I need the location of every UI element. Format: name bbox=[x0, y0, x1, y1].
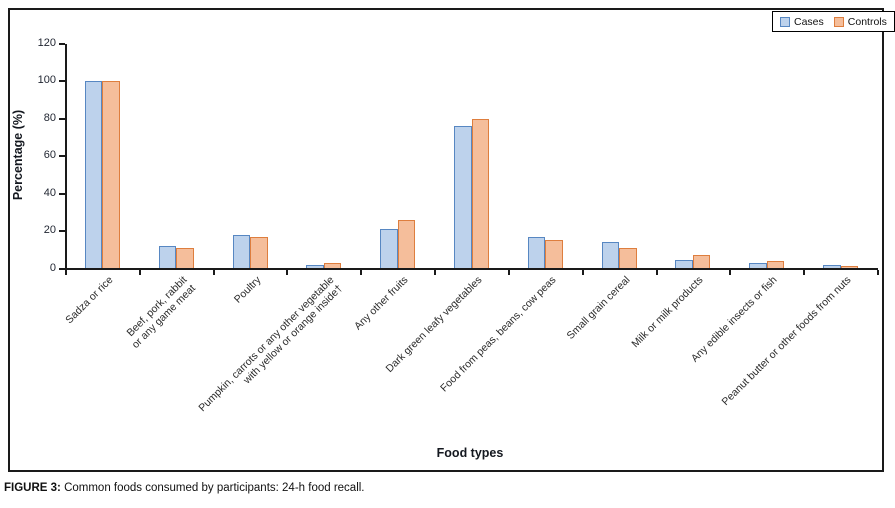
bar-cases-2 bbox=[232, 234, 251, 269]
bar-controls-2 bbox=[250, 236, 268, 269]
y-axis-line bbox=[64, 44, 67, 270]
legend-label-cases: Cases bbox=[794, 15, 824, 28]
bar-controls-10 bbox=[840, 265, 859, 269]
x-axis-tick bbox=[65, 269, 67, 275]
legend-item-controls: Controls bbox=[833, 15, 887, 28]
x-axis-title: Food types bbox=[436, 446, 504, 460]
bar-controls-8 bbox=[692, 255, 711, 269]
bar-controls-0 bbox=[102, 81, 120, 269]
y-axis-tick bbox=[58, 192, 65, 195]
y-axis-tick-label: 60 bbox=[43, 149, 56, 162]
bar-cases-9 bbox=[749, 262, 767, 269]
x-axis-tick bbox=[507, 269, 510, 275]
bar-cases-6 bbox=[527, 236, 546, 269]
bar-cases-1 bbox=[158, 246, 177, 269]
chart-legend: Cases Controls bbox=[772, 11, 895, 32]
x-axis-tick bbox=[729, 269, 732, 275]
y-axis-tick bbox=[58, 43, 65, 45]
x-axis-tick bbox=[360, 269, 363, 275]
legend-item-cases: Cases bbox=[780, 16, 824, 28]
bar-cases-10 bbox=[823, 264, 841, 269]
y-axis-tick bbox=[58, 80, 65, 83]
x-axis-tick bbox=[138, 269, 141, 275]
figure-caption: FIGURE 3: Common foods consumed by parti… bbox=[4, 482, 365, 494]
bar-controls-7 bbox=[619, 247, 637, 269]
y-axis-tick bbox=[58, 230, 65, 233]
figure-caption-text: Common foods consumed by participants: 2… bbox=[60, 482, 365, 494]
bar-controls-6 bbox=[545, 239, 563, 269]
x-axis-tick bbox=[803, 269, 806, 275]
y-axis-tick bbox=[58, 117, 65, 120]
y-axis-tick-label: 20 bbox=[43, 224, 56, 237]
figure-caption-label: FIGURE 3: bbox=[4, 482, 61, 494]
x-axis-tick bbox=[877, 269, 879, 275]
bar-controls-9 bbox=[766, 261, 785, 269]
legend-label-controls: Controls bbox=[847, 15, 887, 28]
y-axis-tick-label: 80 bbox=[43, 111, 56, 124]
bar-controls-5 bbox=[471, 118, 489, 269]
x-axis-tick bbox=[212, 269, 215, 275]
cases-swatch-icon bbox=[780, 16, 790, 27]
bar-cases-8 bbox=[675, 260, 693, 269]
x-axis-line bbox=[64, 268, 878, 270]
figure-border-box bbox=[8, 8, 884, 472]
x-axis-tick bbox=[581, 269, 584, 275]
bar-cases-4 bbox=[380, 229, 398, 269]
controls-swatch-icon bbox=[833, 16, 844, 27]
y-axis-tick-label: 120 bbox=[37, 37, 56, 49]
y-axis-tick-label: 100 bbox=[37, 74, 56, 87]
bar-controls-1 bbox=[176, 247, 194, 269]
bar-controls-4 bbox=[397, 219, 416, 269]
y-axis-tick-label: 0 bbox=[49, 261, 56, 274]
x-axis-tick bbox=[286, 269, 289, 275]
bar-cases-7 bbox=[601, 242, 620, 269]
y-axis-tick-label: 40 bbox=[43, 186, 56, 199]
bar-controls-3 bbox=[323, 262, 342, 269]
bar-cases-0 bbox=[84, 81, 103, 269]
y-axis-tick bbox=[58, 267, 65, 270]
x-axis-tick bbox=[434, 269, 437, 275]
bar-cases-5 bbox=[454, 126, 472, 269]
x-axis-tick bbox=[655, 269, 658, 275]
y-axis-tick bbox=[58, 155, 65, 158]
bar-cases-3 bbox=[306, 264, 324, 269]
